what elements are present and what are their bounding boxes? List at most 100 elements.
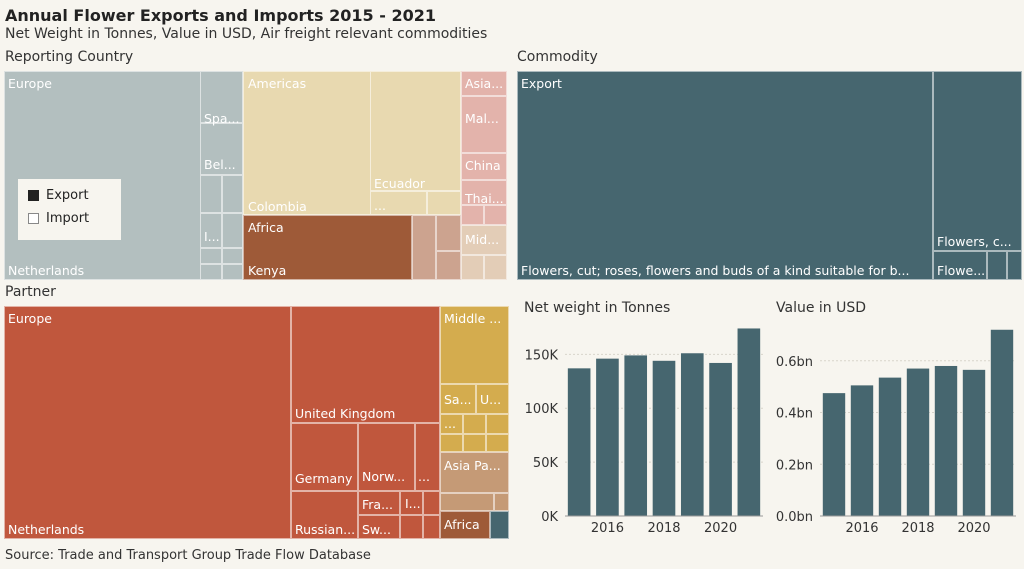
tm-label-partner-uk: United Kingdom (295, 406, 396, 421)
tm-reporting-africa[interactable] (243, 215, 412, 280)
tm-label-partner-africa: Africa (444, 517, 480, 532)
net-weight-bar-2017[interactable] (624, 355, 648, 516)
partner-treemap[interactable]: Europe Netherlands United Kingdom German… (4, 306, 509, 539)
tm-reporting-small-6[interactable] (222, 248, 243, 264)
tm-partner-other-1[interactable] (415, 423, 440, 491)
tm-label-partner-asia-pacific: Asia Pa... (444, 458, 501, 473)
tm-partner-germany[interactable] (291, 423, 358, 491)
tm-label-belgium: Bel... (204, 157, 236, 172)
tm-commodity-small-1[interactable] (987, 251, 1007, 280)
value-usd-bar-2020[interactable] (962, 369, 986, 516)
tm-reporting-asia[interactable] (461, 71, 507, 96)
tm-reporting-middle-small-1[interactable] (461, 255, 484, 280)
tm-reporting-asia-small-2[interactable] (484, 205, 507, 225)
tm-commodity-roses[interactable] (517, 71, 933, 280)
net-weight-bar-2015[interactable] (567, 368, 591, 516)
tm-label-i-trunc: I... (204, 229, 220, 244)
tm-partner-russia[interactable] (291, 491, 358, 539)
tm-partner-me-small-4[interactable] (440, 434, 463, 452)
value-usd-bar-2017[interactable] (878, 377, 902, 516)
tm-reporting-small-7[interactable] (200, 264, 222, 280)
tm-partner-netherlands[interactable] (4, 306, 291, 539)
tm-partner-i[interactable] (400, 491, 423, 515)
tm-partner-africa[interactable] (440, 511, 490, 539)
tm-partner-me-small-3[interactable] (486, 414, 509, 434)
net-weight-bar-2019[interactable] (680, 353, 704, 516)
tm-commodity-small-2[interactable] (1007, 251, 1022, 280)
tm-partner-me-small-6[interactable] (486, 434, 509, 452)
tm-label-asia: Asia... (465, 76, 504, 91)
tm-reporting-middle-small-2[interactable] (484, 255, 507, 280)
tm-reporting-ecuador[interactable] (370, 71, 461, 191)
tm-reporting-spain[interactable] (200, 71, 243, 123)
commodity-treemap[interactable]: Export Flowers, cut; roses, flowers and … (517, 71, 1022, 280)
tm-partner-me-small-5[interactable] (463, 434, 486, 452)
tm-partner-asia-pacific[interactable] (440, 452, 509, 493)
tm-commodity-flowe[interactable] (933, 251, 987, 280)
net-weight-ytick-label: 100K (525, 402, 559, 417)
value-usd-bar-2015[interactable] (822, 393, 846, 516)
tm-partner-uae[interactable] (476, 384, 509, 414)
tm-reporting-africa-small-3[interactable] (436, 251, 461, 280)
tm-partner-saudi[interactable] (440, 384, 476, 414)
tm-partner-norway[interactable] (358, 423, 415, 491)
partner-title: Partner (5, 284, 56, 300)
tm-partner-me-small-2[interactable] (463, 414, 486, 434)
net-weight-ytick-label: 50K (533, 456, 559, 471)
reporting-country-treemap[interactable]: Europe Netherlands Spa... Bel... I... Am… (4, 71, 507, 280)
tm-commodity-flowers-c[interactable] (933, 71, 1022, 251)
value-usd-bar-2018[interactable] (906, 368, 930, 516)
net-weight-bar-2021[interactable] (737, 328, 761, 516)
tm-reporting-americas-small-1[interactable] (370, 191, 427, 215)
tm-label-commodity-export: Export (521, 76, 562, 91)
legend-item-import[interactable]: Import (28, 211, 89, 226)
tm-partner-other-4[interactable] (423, 515, 440, 539)
net-weight-bar-2018[interactable] (652, 360, 676, 516)
tm-label-europe: Europe (8, 76, 52, 91)
value-usd-ytick-label: 0.6bn (776, 355, 813, 370)
tm-reporting-small-1[interactable] (200, 175, 222, 213)
tm-label-partner-netherlands: Netherlands (8, 522, 85, 537)
tm-label-americas: Americas (248, 76, 307, 91)
tm-partner-sweden[interactable] (358, 515, 400, 539)
tm-partner-other[interactable] (490, 511, 509, 539)
tm-reporting-malaysia[interactable] (461, 96, 507, 153)
value-usd-bar-2019[interactable] (934, 365, 958, 516)
tm-reporting-asia-small-1[interactable] (461, 205, 484, 225)
tm-partner-france[interactable] (358, 491, 400, 515)
tm-partner-other-3[interactable] (400, 515, 423, 539)
tm-reporting-china[interactable] (461, 153, 507, 180)
tm-partner-me-small-1[interactable] (440, 414, 463, 434)
tm-partner-middle-east[interactable] (440, 306, 509, 384)
value-usd-bar-2016[interactable] (850, 385, 874, 516)
tm-reporting-middle-east[interactable] (461, 225, 507, 255)
tm-reporting-thailand[interactable] (461, 180, 507, 205)
tm-reporting-small-2[interactable] (222, 175, 243, 213)
tm-label-spain: Spa... (204, 111, 240, 126)
source-note: Source: Trade and Transport Group Trade … (5, 548, 371, 563)
legend-label-import: Import (46, 211, 90, 226)
tm-reporting-belgium[interactable] (200, 123, 243, 175)
tm-reporting-americas-small-2[interactable] (427, 191, 461, 215)
value-usd-bar-2021[interactable] (990, 329, 1014, 516)
tm-partner-ap-small-1[interactable] (440, 493, 494, 511)
tm-label-partner-sweden: Sw... (362, 522, 391, 537)
tm-reporting-small-5[interactable] (200, 248, 222, 264)
tm-label-malaysia: Mal... (465, 111, 499, 126)
tm-partner-ap-small-2[interactable] (494, 493, 509, 511)
net-weight-bar-2020[interactable] (709, 362, 732, 516)
legend-item-export[interactable]: Export (28, 188, 89, 203)
tm-reporting-africa-small-2[interactable] (436, 215, 461, 251)
tm-label-ecuador: Ecuador (374, 176, 426, 191)
chart-subtitle: Net Weight in Tonnes, Value in USD, Air … (5, 26, 488, 42)
tm-reporting-small-4[interactable] (222, 213, 243, 248)
tm-reporting-small-3[interactable] (200, 213, 222, 248)
tm-label-partner-middle-east: Middle ... (444, 311, 502, 326)
legend[interactable]: Export Import (18, 179, 121, 240)
net-weight-bar-2016[interactable] (596, 358, 619, 516)
reporting-country-title: Reporting Country (5, 49, 134, 65)
tm-partner-uk[interactable] (291, 306, 440, 423)
tm-partner-other-2[interactable] (423, 491, 440, 515)
tm-reporting-small-8[interactable] (222, 264, 243, 280)
tm-reporting-africa-small-1[interactable] (412, 215, 436, 280)
